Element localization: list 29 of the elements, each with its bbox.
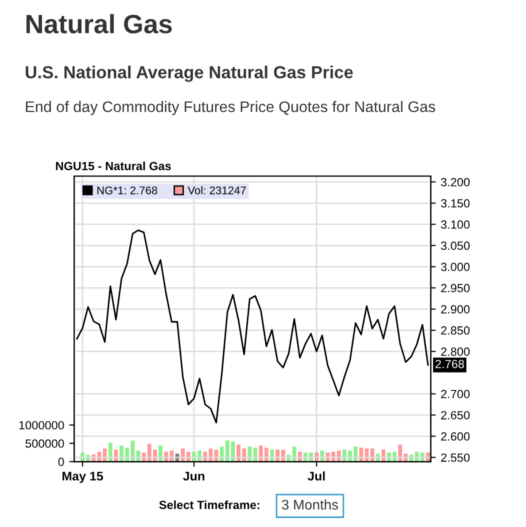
chart-subtitle: U.S. National Average Natural Gas Price	[26, 66, 353, 82]
y2-tick-label: 3.050	[440, 242, 470, 250]
text: Select Timeframe:	[159, 500, 260, 510]
x-tick-label: Jul	[308, 471, 325, 481]
y-tick-label: 500000	[26, 439, 64, 448]
y2-tick-label: 2.800	[441, 348, 470, 356]
y2-tick-label: 2.850	[441, 326, 470, 335]
legend-label: Vol: 231247	[188, 186, 246, 194]
x-tick-label: Jun	[183, 472, 204, 481]
chart-title: Natural Gas	[26, 14, 172, 34]
y2-tick-label: 3.000	[440, 262, 470, 272]
text: 2.768	[436, 360, 464, 368]
text: 3 Months	[282, 499, 338, 510]
y2-tick-label: 3.150	[440, 199, 470, 208]
bar	[108, 442, 112, 462]
text: End of day Commodity Futures Price Quotes for Natural Gas	[26, 100, 436, 116]
legend-label: NG*1: 2.768	[97, 186, 158, 194]
y2-tick-label: 2.650	[441, 411, 470, 420]
y-tick-label: 1000000	[19, 421, 64, 430]
x-tick-label: May 15	[62, 472, 104, 484]
text: NGU15 - Natural Gas	[56, 162, 171, 170]
y2-tick-label: 2.900	[441, 305, 470, 314]
y2-tick-label: 3.200	[440, 178, 470, 186]
y2-tick-label: 2.700	[441, 390, 470, 398]
y-tick-label: 0	[58, 458, 64, 466]
y2-tick-label: 3.100	[440, 220, 470, 229]
y2-tick-label: 2.950	[441, 284, 470, 292]
y2-tick-label: 2.600	[441, 432, 470, 441]
y2-tick-label: 2.550	[441, 453, 470, 462]
